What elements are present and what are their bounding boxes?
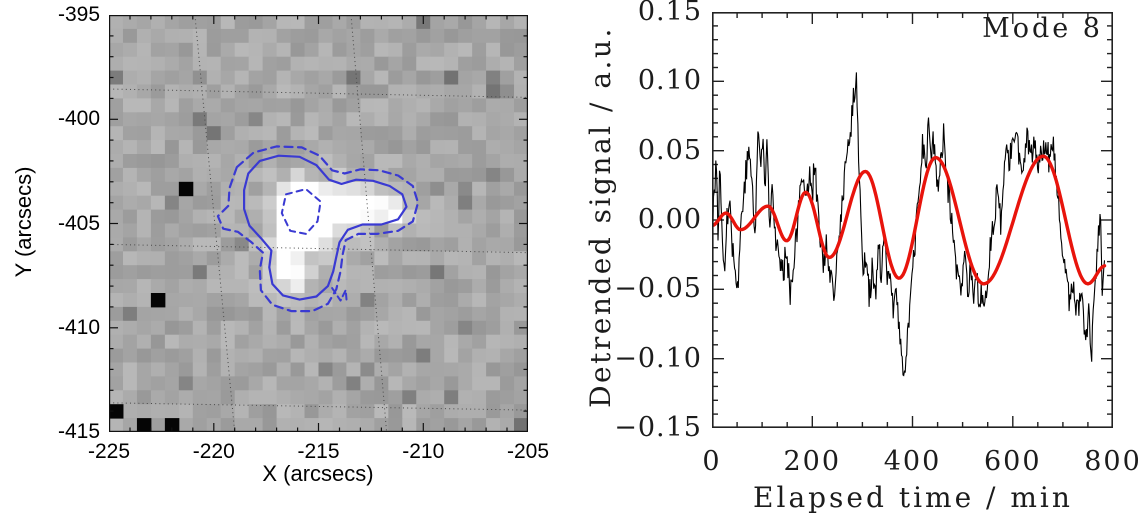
signal-trace [712,72,1106,377]
dark-pixels [109,181,194,432]
left-x-tick-label: -220 [192,440,235,463]
right-plot-frame [712,12,1113,428]
left-y-tick-label: -405 [57,211,100,235]
contour-solid [243,154,408,301]
mode-annotation: Mode 8 [982,13,1103,44]
left-x-tick-label: -225 [87,440,131,463]
right-x-tick-label: 600 [983,446,1042,477]
right-y-tick-label: 0.10 [637,65,702,97]
left-x-tick-label: -215 [297,440,340,463]
left-plot-svg [109,15,528,432]
right-y-tick-label: 0.05 [637,134,702,166]
pixel-grid [109,15,528,432]
right-x-tick-label: 0 [702,446,722,477]
left-x-axis-label: X (arcsecs) [262,461,374,486]
intensity-contours [216,145,420,313]
right-y-tick-label: −0.10 [614,342,702,374]
left-y-tick-label: -395 [57,3,100,26]
right-x-axis-label: Elapsed time / min [753,481,1073,514]
right-y-tick-label: −0.05 [614,273,702,305]
right-plot-svg [712,12,1113,428]
right-y-tick-label: 0.00 [637,203,702,235]
right-axis-ticks [712,12,1113,428]
left-y-axis-label: Y (arcsecs) [11,166,36,278]
contour-fragment-dashed [331,287,348,304]
left-y-tick-label: -410 [57,315,100,339]
contour-inner-dashed [280,188,322,235]
left-y-tick-label: -415 [57,420,100,443]
right-y-tick-label: −0.15 [614,411,702,443]
left-x-tick-label: -205 [506,440,550,463]
left-x-tick-label: -210 [402,440,445,463]
right-y-tick-label: 0.15 [637,0,702,27]
right-x-tick-label: 400 [883,446,942,477]
left-panel: Y (arcsecs) -395 -400 -405 -410 -415 -225 -22… [0,0,560,521]
mode8-fit-curve [712,154,1107,286]
left-plot-frame [109,15,528,432]
contour-outer-dashed [216,145,420,313]
right-x-tick-label: 800 [1084,446,1142,477]
right-x-tick-label: 200 [783,446,842,477]
right-panel: Detrended signal / a.u. 0.15 0.10 0.05 0.00… [560,0,1146,521]
heliographic-grid-lines [109,15,528,432]
left-y-tick-label: -400 [57,107,100,131]
